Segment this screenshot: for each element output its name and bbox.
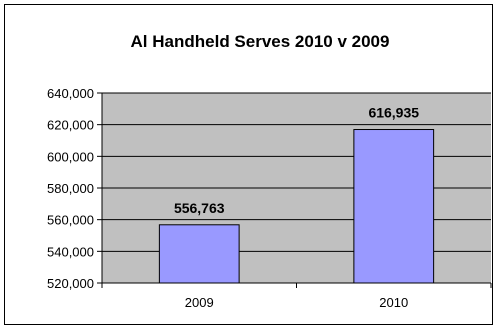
bar-2010 — [353, 129, 435, 284]
y-tick-label: 640,000 — [47, 86, 94, 101]
axes — [97, 92, 492, 288]
bars — [158, 129, 435, 284]
x-tick-label: 2009 — [185, 295, 214, 310]
chart-title: Al Handheld Serves 2010 v 2009 — [131, 32, 390, 51]
x-tick-label: 2010 — [379, 295, 408, 310]
y-tick-labels: 520,000 540,000 560,000 580,000 600,000 620,0… — [47, 86, 94, 291]
bar-2009 — [158, 224, 240, 284]
y-tick-label: 580,000 — [47, 181, 94, 196]
y-tick-label: 600,000 — [47, 149, 94, 164]
y-tick-label: 620,000 — [47, 118, 94, 133]
y-tick-label: 560,000 — [47, 213, 94, 228]
x-tick-labels: 2009 2010 — [185, 295, 408, 310]
y-tick-label: 540,000 — [47, 244, 94, 259]
data-labels: 556,763 616,935 — [174, 105, 419, 216]
data-label: 556,763 — [174, 200, 225, 216]
data-label: 616,935 — [368, 105, 419, 121]
y-tick-label: 520,000 — [47, 276, 94, 291]
